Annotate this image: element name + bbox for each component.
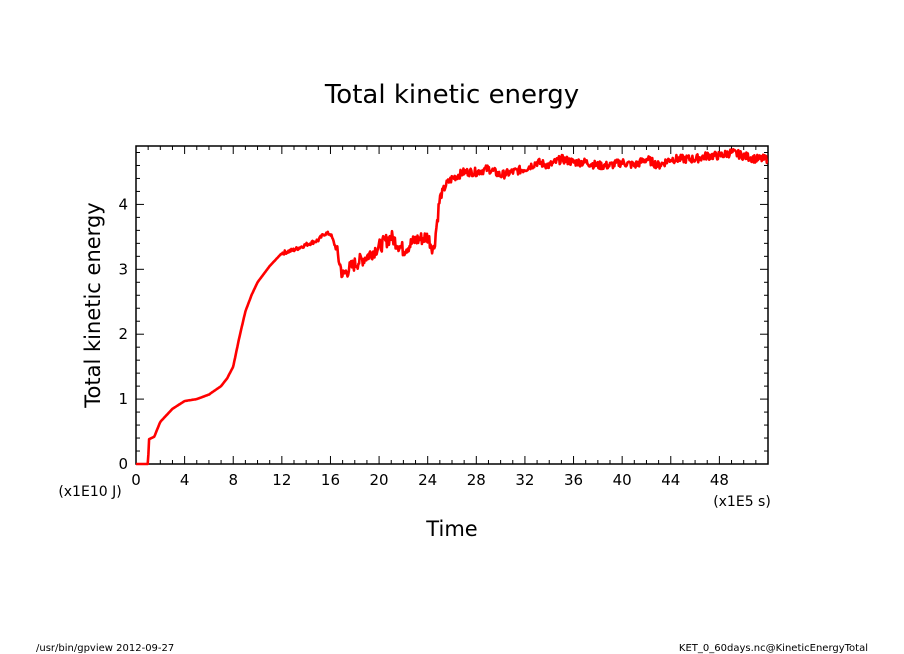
x-tick-label: 4 xyxy=(180,471,190,489)
x-tick-label: 28 xyxy=(467,471,486,489)
y-tick-label: 2 xyxy=(118,325,128,343)
x-unit-label: (x1E5 s) xyxy=(713,494,771,510)
x-tick-label: 32 xyxy=(515,471,534,489)
x-tick-label: 36 xyxy=(564,471,583,489)
series-line xyxy=(135,148,769,466)
x-tick-label: 48 xyxy=(710,471,729,489)
ticks xyxy=(135,146,769,465)
plot-frame xyxy=(135,145,769,465)
x-tick-label: 24 xyxy=(418,471,437,489)
x-tick-label: 20 xyxy=(370,471,389,489)
x-tick-label: 44 xyxy=(661,471,680,489)
y-axis-title: Total kinetic energy xyxy=(81,202,105,408)
footer-left: /usr/bin/gpview 2012-09-27 xyxy=(36,643,174,654)
chart-title: Total kinetic energy xyxy=(324,80,579,110)
y-tick-label: 3 xyxy=(118,260,128,278)
x-tick-label: 0 xyxy=(131,471,141,489)
y-tick-label: 1 xyxy=(118,390,128,408)
x-tick-label: 16 xyxy=(321,471,340,489)
x-axis-title: Time xyxy=(425,517,477,541)
x-tick-label: 40 xyxy=(613,471,632,489)
series-layer xyxy=(135,148,769,466)
x-tick-label: 12 xyxy=(272,471,291,489)
y-tick-label: 0 xyxy=(118,455,128,473)
footer-right: KET_0_60days.nc@KineticEnergyTotal xyxy=(679,643,868,654)
y-unit-label: (x1E10 J) xyxy=(58,484,121,500)
y-tick-label: 4 xyxy=(118,195,128,213)
x-tick-label: 8 xyxy=(228,471,238,489)
